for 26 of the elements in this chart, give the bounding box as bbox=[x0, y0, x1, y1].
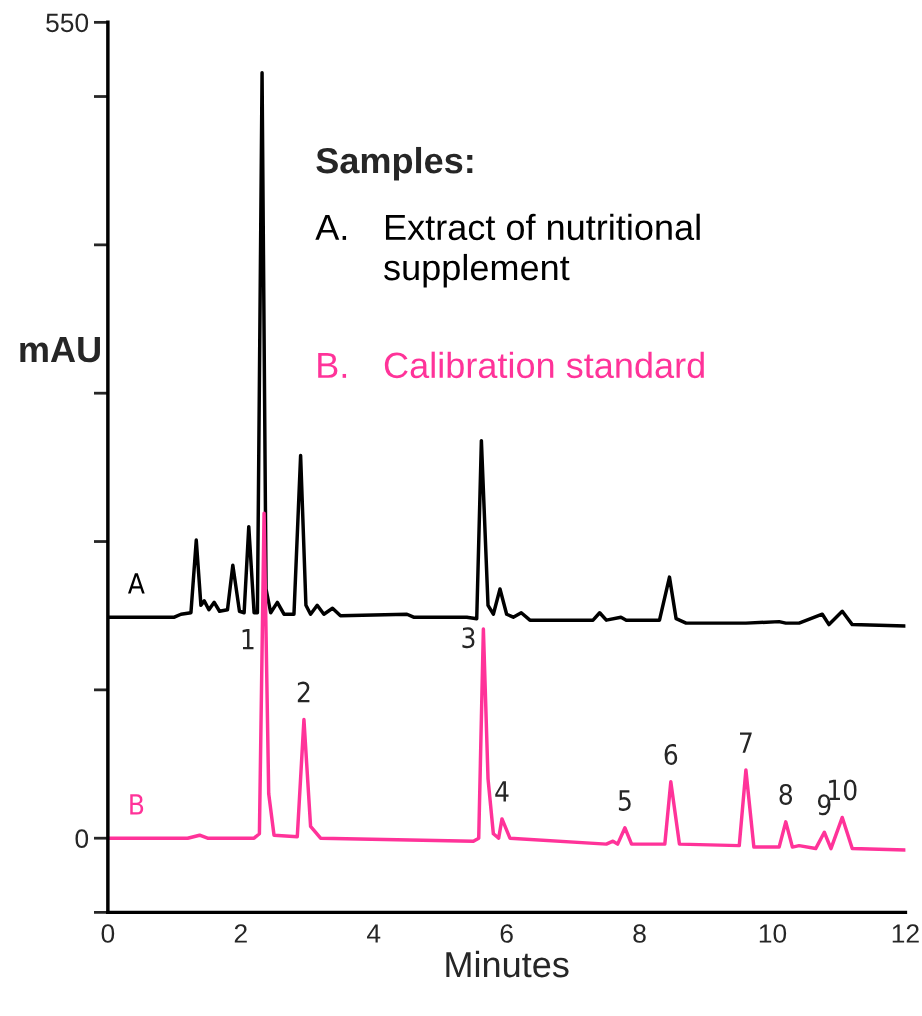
annotation: 1 bbox=[242, 629, 254, 650]
annotation: 9 bbox=[817, 794, 831, 816]
annotation: 3 bbox=[462, 627, 475, 649]
series-label: A bbox=[128, 573, 145, 594]
annotation: B. Calibration standard bbox=[318, 351, 704, 379]
annotation: 6 bbox=[664, 743, 678, 765]
annotation: 2 bbox=[297, 681, 310, 703]
series-label: B bbox=[130, 794, 144, 815]
annotation: 10 bbox=[829, 779, 857, 801]
annotation: 7 bbox=[740, 732, 752, 753]
annotation: A. Extract of nutritional supplement bbox=[315, 213, 700, 288]
y-axis-title: mAU bbox=[20, 337, 100, 363]
y-tick-label: 550 bbox=[46, 13, 89, 33]
annotation: 5 bbox=[618, 790, 631, 811]
x-tick-label: 8 bbox=[633, 924, 646, 943]
line-series bbox=[107, 511, 906, 852]
x-tick-label: 2 bbox=[234, 924, 247, 943]
annotation: Samples: bbox=[316, 146, 473, 181]
x-tick-label: 10 bbox=[759, 924, 787, 943]
x-tick-label: 6 bbox=[500, 924, 513, 943]
x-tick-label: 0 bbox=[101, 924, 115, 943]
x-axis-title: Minutes bbox=[446, 950, 569, 978]
annotation: 4 bbox=[495, 781, 509, 802]
annotation: 8 bbox=[779, 783, 793, 805]
x-tick-label: 12 bbox=[892, 924, 919, 943]
x-tick-label: 4 bbox=[366, 924, 381, 943]
